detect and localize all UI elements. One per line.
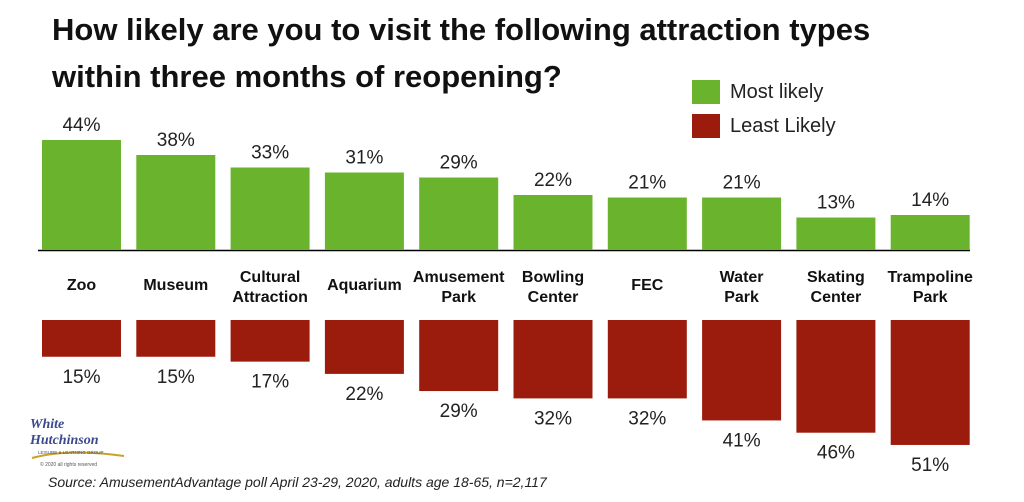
value-label-least-likely: 15%: [157, 367, 195, 388]
value-label-least-likely: 51%: [911, 455, 949, 476]
bar-least-likely: [890, 320, 970, 445]
category-label: Skating Center: [807, 269, 865, 306]
bar-most-likely: [796, 217, 876, 250]
category-label: Bowling Center: [522, 269, 584, 306]
legend-label-most-likely: Most likely: [730, 80, 824, 103]
bar-most-likely: [324, 172, 404, 250]
title-line-2: within three months of reopening?: [52, 59, 562, 94]
legend-swatch-least-likely: [692, 114, 720, 138]
value-label-most-likely: 38%: [157, 130, 195, 151]
category-label: Cultural Attraction: [232, 269, 308, 306]
value-label-most-likely: 21%: [723, 173, 761, 194]
bar-most-likely: [230, 167, 310, 250]
bar-most-likely: [136, 155, 216, 250]
value-label-most-likely: 33%: [251, 143, 289, 164]
value-label-most-likely: 31%: [345, 148, 383, 169]
bar-least-likely: [324, 320, 404, 374]
value-label-most-likely: 44%: [62, 115, 100, 136]
bar-most-likely: [890, 215, 970, 250]
bar-least-likely: [230, 320, 310, 362]
bar-least-likely: [419, 320, 499, 392]
value-label-least-likely: 29%: [440, 401, 478, 422]
value-label-most-likely: 14%: [911, 190, 949, 211]
bar-most-likely: [513, 195, 593, 250]
category-label: Zoo: [67, 277, 97, 294]
category-label: Amusement Park: [413, 269, 505, 306]
bar-least-likely: [607, 320, 687, 399]
title-line-1: How likely are you to visit the followin…: [52, 12, 871, 47]
white-hutchinson-logo: White Hutchinson LEISURE & LEARNING GROU…: [29, 417, 125, 468]
logo-text-hutchinson: Hutchinson: [29, 433, 99, 448]
category-label: FEC: [631, 277, 663, 294]
value-label-least-likely: 22%: [345, 384, 383, 405]
bar-most-likely: [607, 197, 687, 250]
chart-title: How likely are you to visit the followin…: [52, 6, 1012, 100]
category-label: Museum: [143, 277, 208, 294]
bar-most-likely: [42, 140, 121, 250]
value-label-most-likely: 13%: [817, 193, 855, 214]
bar-least-likely: [513, 320, 593, 399]
value-label-least-likely: 15%: [62, 367, 100, 388]
category-label: Trampoline Park: [888, 269, 973, 306]
bar-least-likely: [796, 320, 876, 433]
category-label: Water Park: [720, 269, 764, 306]
bar-least-likely: [136, 320, 216, 357]
value-label-least-likely: 46%: [817, 443, 855, 464]
value-label-most-likely: 21%: [628, 173, 666, 194]
legend-least-likely: Least Likely: [692, 114, 836, 138]
legend-label-least-likely: Least Likely: [730, 114, 836, 137]
legend-swatch-most-likely: [692, 80, 720, 104]
value-label-least-likely: 17%: [251, 372, 289, 393]
value-label-least-likely: 41%: [723, 430, 761, 451]
value-label-most-likely: 22%: [534, 170, 572, 191]
value-label-least-likely: 32%: [628, 408, 666, 429]
legend-most-likely: Most likely: [692, 80, 823, 104]
bar-least-likely: [42, 320, 121, 357]
bar-most-likely: [702, 197, 782, 250]
source-note: Source: AmusementAdvantage poll April 23…: [48, 474, 547, 490]
value-label-most-likely: 29%: [440, 153, 478, 174]
bar-least-likely: [702, 320, 782, 421]
logo-text-white: White: [30, 417, 64, 432]
value-label-least-likely: 32%: [534, 408, 572, 429]
bar-most-likely: [419, 177, 499, 250]
category-label: Aquarium: [327, 277, 402, 294]
logo-text-tagline: LEISURE & LEARNING GROUP: [38, 450, 104, 455]
logo-text-copyright: © 2020 all rights reserved: [40, 461, 97, 468]
